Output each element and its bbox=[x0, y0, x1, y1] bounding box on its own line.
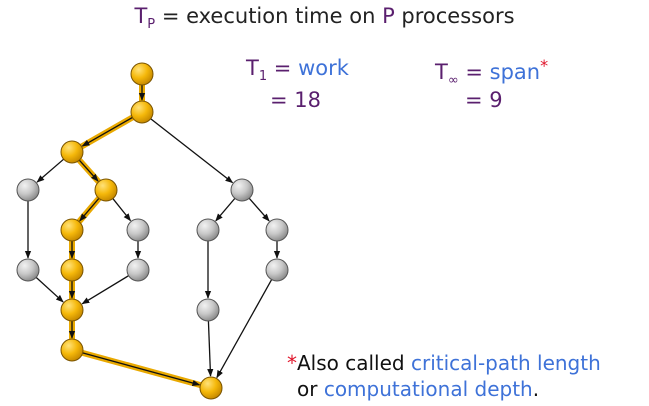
span-definition: T∞ = span* bbox=[435, 56, 549, 89]
dag-node bbox=[16, 178, 40, 202]
critical-path-node bbox=[94, 178, 118, 202]
dag-edge bbox=[35, 276, 64, 303]
critical-path-node bbox=[60, 218, 84, 242]
work-term: work bbox=[298, 56, 349, 80]
footnote-line-2: or computational depth. bbox=[297, 377, 540, 401]
title-symbol: TP bbox=[134, 4, 156, 33]
title-p: P bbox=[382, 4, 395, 28]
dag-node bbox=[230, 178, 254, 202]
title-end: processors bbox=[394, 4, 515, 28]
dag-edge bbox=[112, 198, 132, 222]
critical-path-length-term: critical-path length bbox=[410, 351, 601, 375]
computational-depth-term: computational depth bbox=[323, 377, 533, 401]
critical-path-node bbox=[199, 376, 223, 400]
work-value: = 18 bbox=[270, 88, 321, 112]
work-definition: T1 = work bbox=[246, 56, 349, 85]
dag-node bbox=[126, 218, 150, 242]
dag-edge bbox=[215, 197, 236, 222]
page-title: TP = execution time on P processors bbox=[0, 4, 649, 32]
dag-edge bbox=[207, 320, 214, 377]
dag-edge bbox=[81, 275, 129, 305]
critical-edge bbox=[78, 159, 99, 182]
dag-edge bbox=[248, 197, 270, 222]
dag-node bbox=[265, 218, 289, 242]
dag-node bbox=[16, 258, 40, 282]
critical-path-node bbox=[130, 62, 154, 86]
critical-path-node bbox=[60, 258, 84, 282]
critical-path-node bbox=[60, 140, 84, 164]
span-footnote-marker: * bbox=[540, 56, 549, 75]
critical-path-node bbox=[60, 338, 84, 362]
title-text: = execution time on bbox=[155, 4, 383, 28]
dag-node bbox=[196, 298, 220, 322]
span-value: = 9 bbox=[465, 88, 503, 112]
critical-edge bbox=[79, 197, 100, 222]
dag-edge bbox=[150, 118, 234, 184]
dag-node bbox=[196, 218, 220, 242]
footnote: *Also called critical-path length or com… bbox=[287, 350, 601, 402]
critical-edge bbox=[81, 116, 133, 147]
dag-edges bbox=[24, 85, 281, 386]
dag-node bbox=[126, 258, 150, 282]
footnote-line-1: *Also called critical-path length bbox=[287, 351, 601, 375]
dag-edge bbox=[216, 279, 273, 379]
critical-edge bbox=[82, 352, 201, 386]
dag-nodes bbox=[16, 62, 289, 400]
dag-node bbox=[265, 258, 289, 282]
dag-edge bbox=[36, 158, 65, 183]
critical-path-node bbox=[60, 298, 84, 322]
critical-path-node bbox=[130, 100, 154, 124]
span-term: span bbox=[489, 60, 541, 84]
